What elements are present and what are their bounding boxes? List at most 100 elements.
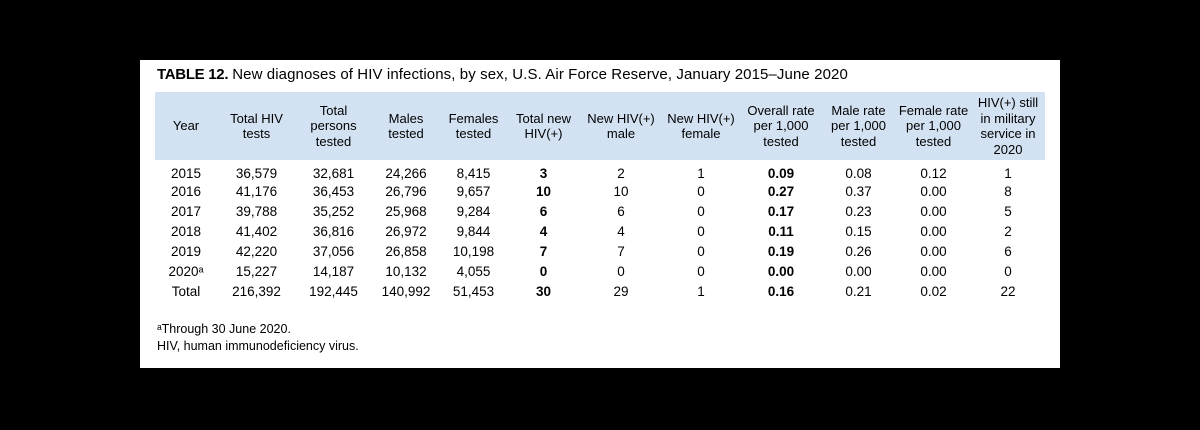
table-cell: 0.08 [845, 166, 872, 181]
column-header-hiv-positive-still-in-military-service-2020: HIV(+) still in military service in 2020 [971, 92, 1045, 160]
row-header-year: 2019 [170, 243, 202, 259]
table-number-label: TABLE 12. [157, 66, 229, 83]
table-cell: 0.11 [768, 223, 794, 239]
table-body: 2015 36,579 32,681 24,266 8,415 3 2 1 0.09 0.08 0.… [155, 160, 1045, 301]
table-cell: 1 [697, 283, 705, 299]
column-header-females-tested: Females tested [441, 92, 506, 160]
table-cell: 0.23 [845, 203, 872, 219]
table-cell: 8,415 [456, 166, 491, 181]
table-cell: 0 [1004, 263, 1012, 279]
column-header-new-hiv-positive-male: New HIV(+) male [581, 92, 661, 160]
column-header-total-persons-tested: Total persons tested [296, 92, 371, 160]
table-cell: 0.27 [767, 183, 795, 199]
table-cell: 216,392 [232, 283, 281, 299]
footnote-hiv-definition: HIV, human immunodeficiency virus. [157, 339, 359, 353]
table-cell: 1 [1004, 166, 1012, 181]
row-header-year: 2015 [170, 166, 202, 181]
table-cell: 35,252 [312, 203, 355, 219]
table-cell: 0 [617, 263, 625, 279]
table-cell: 7 [617, 243, 625, 259]
table-cell: 9,657 [456, 183, 491, 199]
table-cell: 0.00 [845, 263, 872, 279]
table-cell: 0.02 [920, 283, 947, 299]
table-cell: 0.00 [920, 263, 947, 279]
table-cell: 41,402 [235, 223, 278, 239]
table-cell: 36,579 [235, 166, 278, 181]
table-cell: 1 [697, 166, 705, 181]
table-cell: 36,453 [312, 183, 355, 199]
table-cell: 0.09 [767, 166, 795, 181]
table-cell: 22 [1000, 283, 1016, 299]
table-cell: 41,176 [235, 183, 278, 199]
table-cell: 29 [613, 283, 629, 299]
table-cell: 0 [697, 263, 705, 279]
table-cell: 26,972 [385, 223, 427, 239]
table-cell: 0.19 [767, 243, 795, 259]
table-cell: 10 [613, 183, 629, 199]
table-cell: 4 [539, 223, 548, 239]
table-cell: 2 [1004, 223, 1012, 239]
table-cell: 36,816 [312, 223, 355, 239]
table-cell: 6 [617, 203, 625, 219]
table-cell: 0.37 [845, 183, 872, 199]
table-panel: TABLE 12. New diagnoses of HIV infections… [140, 60, 1060, 368]
table-cell: 0.26 [845, 243, 872, 259]
column-header-new-hiv-positive-female: New HIV(+) female [661, 92, 741, 160]
table-cell: 0 [697, 183, 705, 199]
row-header-year: 2020ᵃ [168, 263, 204, 279]
table-cell: 9,284 [456, 203, 491, 219]
table-cell: 0.00 [767, 263, 795, 279]
column-header-overall-rate-per-1000-tested: Overall rate per 1,000 tested [741, 92, 821, 160]
table-cell: 0 [697, 243, 705, 259]
table-cell: 3 [539, 166, 548, 181]
table-cell: 10 [535, 183, 552, 199]
table-cell: 140,992 [381, 283, 431, 299]
table-row: 2019 42,220 37,056 26,858 10,198 7 7 0 0.19 0.26 0… [155, 241, 1045, 261]
column-header-female-rate-per-1000-tested: Female rate per 1,000 tested [896, 92, 971, 160]
table-cell: 0.17 [767, 203, 795, 219]
table-cell: 2 [617, 166, 625, 181]
table-cell: 26,796 [385, 183, 427, 199]
table-cell: 7 [539, 243, 548, 259]
table-row: 2016 41,176 36,453 26,796 9,657 10 10 0 0.27 0.37… [155, 181, 1045, 201]
table-row: 2020ᵃ 15,227 14,187 10,132 4,055 0 0 0 0.00 0.00 0… [155, 261, 1045, 281]
table-cell: 15,227 [235, 263, 278, 279]
table-cell: 8 [1004, 183, 1012, 199]
table-cell: 51,453 [452, 283, 495, 299]
column-header-year: Year [155, 92, 217, 160]
table-cell: 24,266 [385, 166, 427, 181]
table-cell: 6 [539, 203, 548, 219]
table-title: TABLE 12. New diagnoses of HIV infections… [157, 66, 1047, 83]
header-row: Year Total HIV tests Total persons tested M… [155, 92, 1045, 160]
table-cell: 0 [697, 203, 705, 219]
table-cell: 10,198 [452, 243, 495, 259]
table-cell: 42,220 [235, 243, 278, 259]
table-cell: 26,858 [385, 243, 427, 259]
column-header-males-tested: Males tested [371, 92, 441, 160]
table-cell: 0.00 [920, 183, 947, 199]
column-header-male-rate-per-1000-tested: Male rate per 1,000 tested [821, 92, 896, 160]
table-cell: 32,681 [312, 166, 355, 181]
row-header-year: Total [171, 283, 201, 299]
footnote-through-date: ᵃThrough 30 June 2020. [157, 322, 291, 336]
table-row: 2015 36,579 32,681 24,266 8,415 3 2 1 0.09 0.08 0.… [155, 160, 1045, 181]
row-header-year: 2017 [170, 203, 202, 219]
table-cell: 39,788 [235, 203, 278, 219]
column-header-total-hiv-tests: Total HIV tests [217, 92, 296, 160]
table-cell: 14,187 [312, 263, 355, 279]
table-cell: 0.15 [845, 223, 872, 239]
column-header-total-new-hiv-positive: Total new HIV(+) [506, 92, 581, 160]
table-cell: 0.00 [920, 243, 947, 259]
table-cell: 0.12 [920, 166, 947, 181]
row-header-year: 2016 [170, 183, 202, 199]
row-header-year: 2018 [170, 223, 202, 239]
table-cell: 9,844 [456, 223, 491, 239]
table-cell: 6 [1004, 243, 1012, 259]
footnotes: ᵃThrough 30 June 2020. HIV, human immuno… [157, 321, 359, 355]
table-row: 2018 41,402 36,816 26,972 9,844 4 4 0 0.11 0.15 0.… [155, 221, 1045, 241]
table-cell: 4 [617, 223, 625, 239]
table-cell: 0.21 [845, 283, 872, 299]
table-cell: 5 [1004, 203, 1012, 219]
hiv-diagnoses-table: Year Total HIV tests Total persons tested M… [155, 92, 1045, 301]
table-cell: 37,056 [312, 243, 355, 259]
